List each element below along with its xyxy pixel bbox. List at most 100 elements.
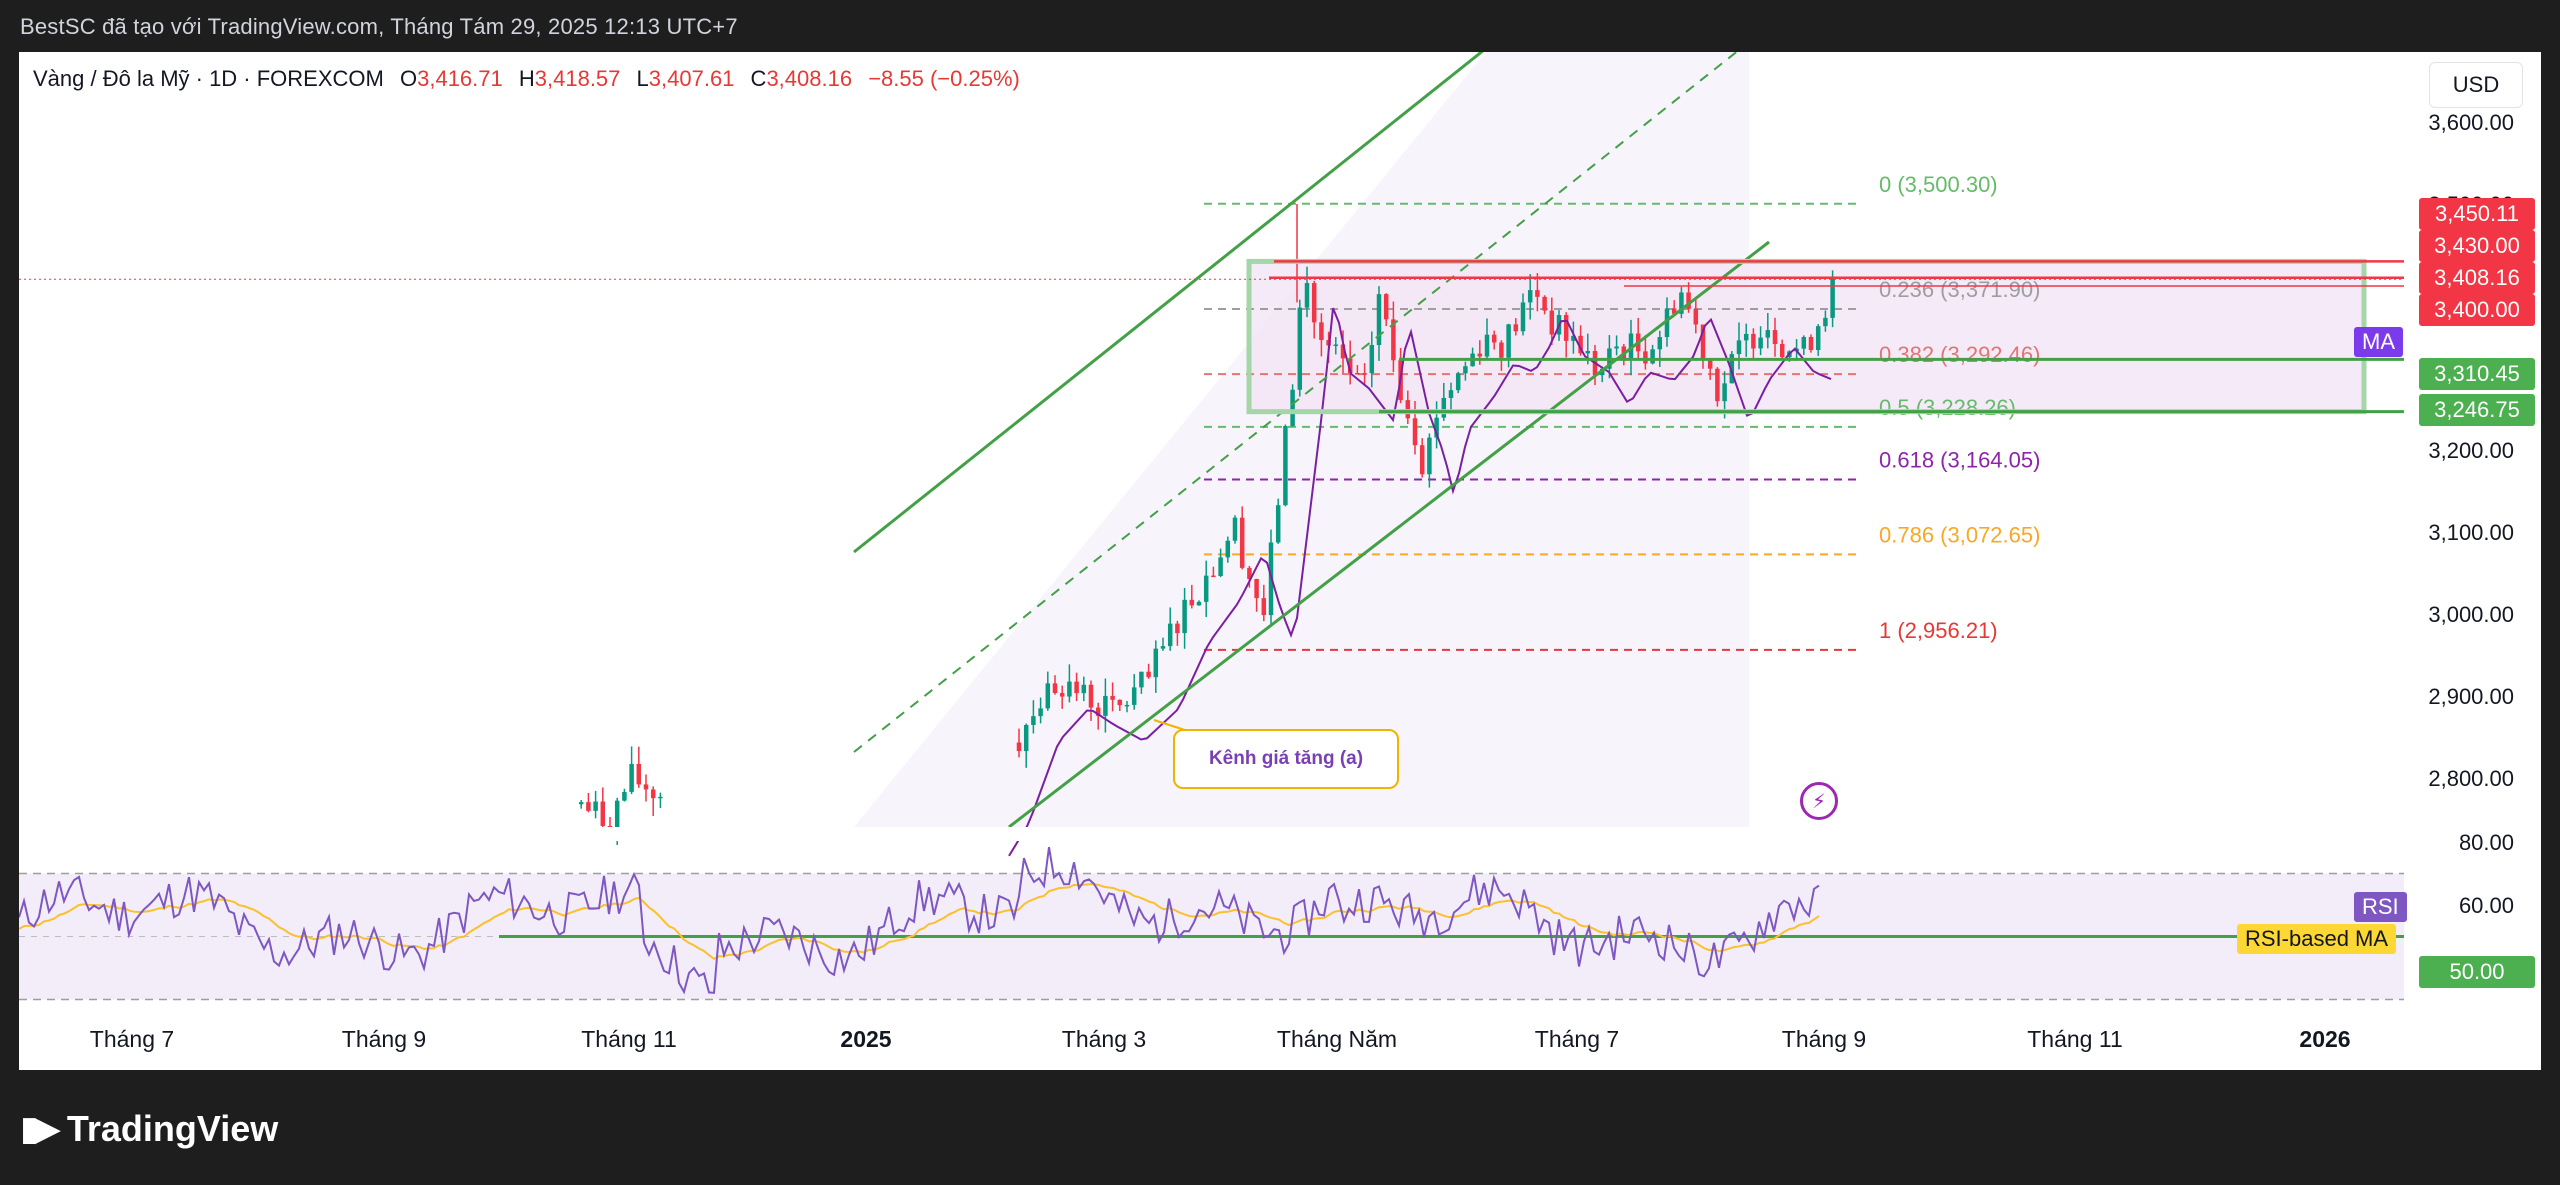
candle bbox=[1218, 548, 1223, 578]
candle bbox=[643, 774, 649, 802]
candle bbox=[1074, 672, 1079, 702]
candle-body bbox=[1808, 336, 1814, 351]
candle bbox=[1484, 318, 1490, 359]
candle-body bbox=[1765, 330, 1771, 338]
range-shade bbox=[1249, 261, 2364, 412]
candle bbox=[1823, 310, 1828, 332]
candle bbox=[1095, 702, 1101, 730]
candle bbox=[1571, 321, 1576, 354]
candle-body bbox=[1182, 599, 1187, 634]
candle bbox=[1319, 313, 1324, 357]
tradingview-logo[interactable]: ▮▶ TradingView bbox=[20, 1108, 278, 1150]
x-tick-label-6: Tháng 7 bbox=[1535, 1026, 1619, 1052]
candle bbox=[1038, 697, 1043, 724]
candle-body bbox=[650, 789, 656, 799]
candle bbox=[1499, 340, 1504, 371]
price-badge-1: 3,430.00 bbox=[2419, 230, 2535, 262]
pane-separator bbox=[19, 827, 2541, 841]
candle-body bbox=[1333, 344, 1339, 347]
high-label: H bbox=[518, 66, 535, 91]
candle bbox=[1369, 331, 1375, 388]
candle bbox=[1455, 371, 1461, 394]
channel-lower-line bbox=[1008, 240, 1770, 829]
candle bbox=[1167, 607, 1173, 651]
x-tick-label-9: 2026 bbox=[2299, 1026, 2350, 1052]
candle bbox=[1463, 361, 1468, 381]
candle bbox=[1383, 293, 1389, 327]
candle-body bbox=[1715, 368, 1720, 402]
candle-body bbox=[1290, 389, 1295, 427]
candle-body bbox=[1419, 445, 1425, 475]
candle bbox=[1103, 678, 1108, 733]
candle bbox=[1239, 506, 1245, 570]
candle-body bbox=[1578, 335, 1583, 354]
candle-body bbox=[1729, 354, 1735, 384]
candle bbox=[1527, 274, 1533, 320]
candle-body bbox=[1527, 290, 1533, 303]
candle bbox=[1643, 335, 1648, 370]
candle bbox=[1736, 322, 1742, 370]
candle-body bbox=[1211, 575, 1216, 578]
chart-panel[interactable]: 0 (3,500.30) 0.236 (3,371.90) 0.382 (3,292… bbox=[19, 52, 2541, 1070]
candle-body bbox=[1441, 397, 1447, 418]
symbol-name[interactable]: Vàng / Đô la Mỹ · 1D · FOREXCOM bbox=[33, 66, 384, 91]
candle bbox=[1758, 326, 1763, 356]
candle bbox=[1563, 312, 1569, 358]
candle-body bbox=[1707, 360, 1713, 369]
candle-body bbox=[658, 796, 663, 799]
candle-body bbox=[1218, 557, 1223, 576]
low-label: L bbox=[636, 66, 649, 91]
fib-label-2: 0.382 (3,292.46) bbox=[1879, 342, 2040, 367]
candle bbox=[1535, 273, 1540, 312]
candle bbox=[1031, 700, 1036, 734]
close-label: C bbox=[750, 66, 767, 91]
candle bbox=[658, 792, 663, 809]
channel-shade bbox=[854, 52, 1749, 827]
candle-body bbox=[1347, 358, 1353, 374]
candle-body bbox=[600, 801, 606, 826]
candle-body bbox=[1139, 671, 1144, 688]
candle-body bbox=[1088, 684, 1094, 708]
candle-body bbox=[1376, 294, 1382, 345]
candle bbox=[1362, 363, 1367, 385]
candle bbox=[1578, 325, 1583, 356]
candle-body bbox=[1311, 283, 1317, 323]
candle bbox=[1830, 270, 1835, 328]
candle bbox=[1520, 293, 1526, 336]
candle bbox=[1614, 335, 1619, 356]
x-tick-label-7: Tháng 9 bbox=[1782, 1026, 1866, 1052]
candle-body bbox=[1038, 708, 1043, 717]
candle bbox=[578, 800, 584, 809]
close-value: 3,408.16 bbox=[766, 66, 853, 91]
currency-button[interactable]: USD bbox=[2429, 62, 2523, 108]
channel-annotation[interactable]: Kênh giá tăng (a) bbox=[1173, 729, 1399, 789]
price-badge-0: 3,450.11 bbox=[2419, 198, 2535, 230]
chart-canvas[interactable]: 0 (3,500.30) 0.236 (3,371.90) 0.382 (3,292… bbox=[19, 52, 2541, 1070]
candle-body bbox=[1563, 315, 1569, 341]
candle-body bbox=[1772, 330, 1778, 345]
ma-indicator-tag[interactable]: MA bbox=[2354, 327, 2403, 357]
candle-body bbox=[1067, 681, 1072, 697]
candle-body bbox=[1196, 601, 1202, 606]
candle bbox=[1801, 335, 1807, 356]
candle-body bbox=[636, 763, 642, 785]
candle bbox=[1679, 286, 1684, 319]
candle-body bbox=[1232, 517, 1238, 541]
candle-body bbox=[1023, 724, 1029, 752]
rsi-indicator-tag[interactable]: RSI bbox=[2354, 892, 2407, 922]
candle bbox=[1808, 334, 1814, 353]
candle bbox=[1441, 382, 1447, 421]
candle bbox=[1139, 671, 1144, 694]
rsi-ma-indicator-tag[interactable]: RSI-based MA bbox=[2237, 924, 2397, 954]
candle bbox=[1153, 640, 1159, 693]
y-tick-label-6: 3,000.00 bbox=[2428, 602, 2514, 627]
candle-body bbox=[1722, 383, 1727, 402]
fib-label-0: 0 (3,500.30) bbox=[1879, 172, 1998, 197]
y-tick-label-4: 3,200.00 bbox=[2428, 438, 2514, 463]
open-value: 3,416.71 bbox=[417, 66, 503, 91]
ma-line bbox=[1008, 307, 1832, 857]
x-tick-label-4: Tháng 3 bbox=[1062, 1026, 1146, 1052]
x-tick-label-0: Tháng 7 bbox=[90, 1026, 174, 1052]
candle bbox=[1815, 324, 1821, 356]
lightning-icon[interactable]: ⚡ bbox=[1800, 782, 1838, 820]
